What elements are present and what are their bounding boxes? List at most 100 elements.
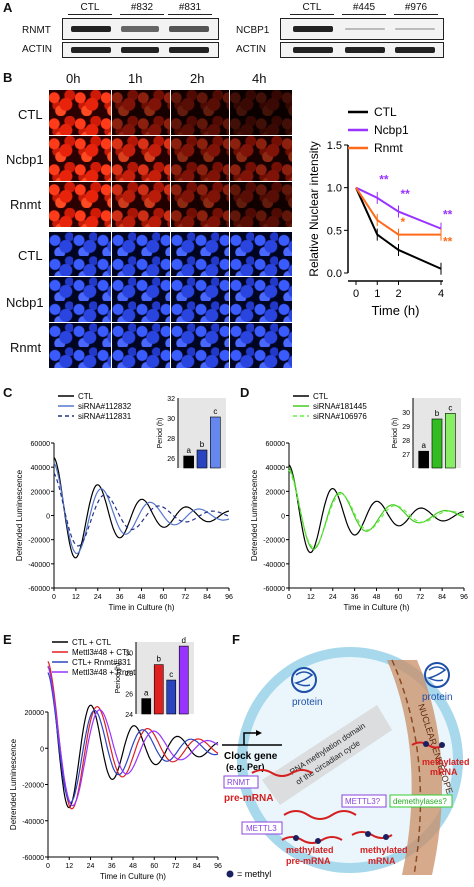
clock-gene-label: Clock gene <box>224 751 278 762</box>
x-tick-label: 84 <box>193 863 201 870</box>
series-line <box>47 665 219 807</box>
legend-label: siRNA#181445 <box>313 402 367 411</box>
series-line <box>47 672 219 804</box>
methylated-mrna-label: mRNA <box>368 856 396 866</box>
inset-tick-label: 24 <box>125 712 133 719</box>
methylated-pre-label: methylated <box>286 845 334 855</box>
y-tick-label: 60000 <box>31 441 51 448</box>
x-tick-label: 72 <box>416 594 424 601</box>
series-line <box>53 462 230 555</box>
y-tick-label: 20000 <box>25 710 45 717</box>
x-tick-label: 96 <box>460 594 468 601</box>
x-tick-label: 0 <box>46 863 50 870</box>
legend-label: siRNA#106976 <box>313 412 367 421</box>
methyl-icon <box>226 870 234 878</box>
clock-gene-eg: (e.g. Per) <box>226 762 265 772</box>
demethylases-label: demethylases? <box>393 797 447 806</box>
lane-label: #832 <box>130 2 154 13</box>
image-row-label: Rnmt <box>10 197 42 212</box>
image-row-label: Ncbp1 <box>6 295 44 310</box>
inset-bar <box>178 645 189 715</box>
image-row-label: CTL <box>18 107 43 122</box>
inset-bar-letter: a <box>186 446 191 455</box>
y-tick-label: 40000 <box>31 465 51 472</box>
panel-label-a: A <box>3 0 13 15</box>
micrograph <box>171 232 229 276</box>
inset-bar-letter: c <box>213 407 217 416</box>
inset-bar <box>153 664 164 715</box>
inset-bar <box>431 418 443 469</box>
x-tick-label: 12 <box>72 594 80 601</box>
micrograph <box>112 232 170 276</box>
lane-label: #976 <box>404 2 428 13</box>
inset-bar <box>183 455 194 469</box>
lane-label: CTL <box>302 2 322 13</box>
blot-strip <box>62 42 219 58</box>
inset-bar <box>166 679 177 715</box>
inset-tick-label: 28 <box>402 438 410 445</box>
x-tick-label: 96 <box>214 863 222 870</box>
micrograph <box>112 90 170 135</box>
lane-label: #445 <box>352 2 376 13</box>
methylated-mrna-label: methylated <box>360 845 408 855</box>
series-line <box>53 457 230 559</box>
micrograph <box>171 277 229 322</box>
inset-bar <box>418 450 429 469</box>
inset-tick-label: 26 <box>125 691 133 698</box>
rnmt-label: RNMT <box>227 778 250 787</box>
gene-arrow <box>222 732 282 746</box>
inset-tick-label: 26 <box>167 456 175 463</box>
micrograph <box>49 136 111 181</box>
inset-tick-label: 29 <box>402 424 410 431</box>
y-tick-label: -40000 <box>22 819 44 826</box>
legend-label: CTL <box>374 105 397 119</box>
methylation-domain <box>262 705 392 805</box>
micrograph <box>49 277 111 322</box>
x-tick-label: 1 <box>374 288 380 300</box>
series-line <box>53 472 230 547</box>
inset-tick-label: 30 <box>125 650 133 657</box>
legend-label: Rnmt <box>374 141 403 155</box>
timepoint-label: 2h <box>190 71 205 86</box>
legend-label: CTL + CTL <box>72 638 112 647</box>
y-tick-label: 20000 <box>31 489 51 496</box>
panel-label-c: C <box>3 385 13 400</box>
x-tick-label: 24 <box>329 594 337 601</box>
legend-label: Mettl3#48 + Rnmt#831 <box>72 668 154 677</box>
inset-tick-label: 28 <box>125 671 133 678</box>
inset-bar-letter: b <box>435 409 440 418</box>
legend-label: Mettl3#48 + CTL <box>72 648 132 657</box>
panel-label-b: B <box>3 70 13 85</box>
significance-mark: ** <box>401 187 411 201</box>
panel-label-f: F <box>232 632 240 647</box>
methylated-pre-label: pre-mRNA <box>286 856 331 866</box>
nucleus-diagram: NUCLEAR ENVELOPE RNA methylation domain … <box>222 647 470 879</box>
inset-tick-label: 32 <box>167 396 175 403</box>
y-tick-label: -20000 <box>263 538 285 545</box>
nuclear-envelope-band <box>387 660 443 875</box>
y-tick-label: 1.5 <box>327 140 342 152</box>
y-axis-label: Detrended Luminescence <box>9 738 18 830</box>
micrograph <box>112 182 170 227</box>
x-tick-label: 48 <box>373 594 381 601</box>
micrograph <box>171 323 229 368</box>
x-axis-label: Time (h) <box>372 303 420 318</box>
y-axis-label: Relative Nuclear intensity <box>307 141 321 276</box>
inset-bar <box>445 413 456 469</box>
y-tick-label: 0 <box>46 514 50 521</box>
y-axis-label: Detrended Luminescence <box>15 469 24 561</box>
y-tick-label: -40000 <box>28 562 50 569</box>
y-tick-label: -60000 <box>28 586 50 593</box>
blot-strip <box>280 18 444 40</box>
x-tick-label: 12 <box>65 863 73 870</box>
micrograph <box>112 323 170 368</box>
y-tick-label: 0 <box>281 514 285 521</box>
pre-mrna-label: pre-mRNA <box>224 793 273 804</box>
x-tick-label: 72 <box>181 594 189 601</box>
x-tick-label: 4 <box>438 288 444 300</box>
inset-tick-label: 30 <box>167 416 175 423</box>
y-tick-label: 1.0 <box>327 183 342 195</box>
micrograph <box>112 277 170 322</box>
panel-label-e: E <box>3 632 12 647</box>
x-tick-label: 96 <box>225 594 233 601</box>
